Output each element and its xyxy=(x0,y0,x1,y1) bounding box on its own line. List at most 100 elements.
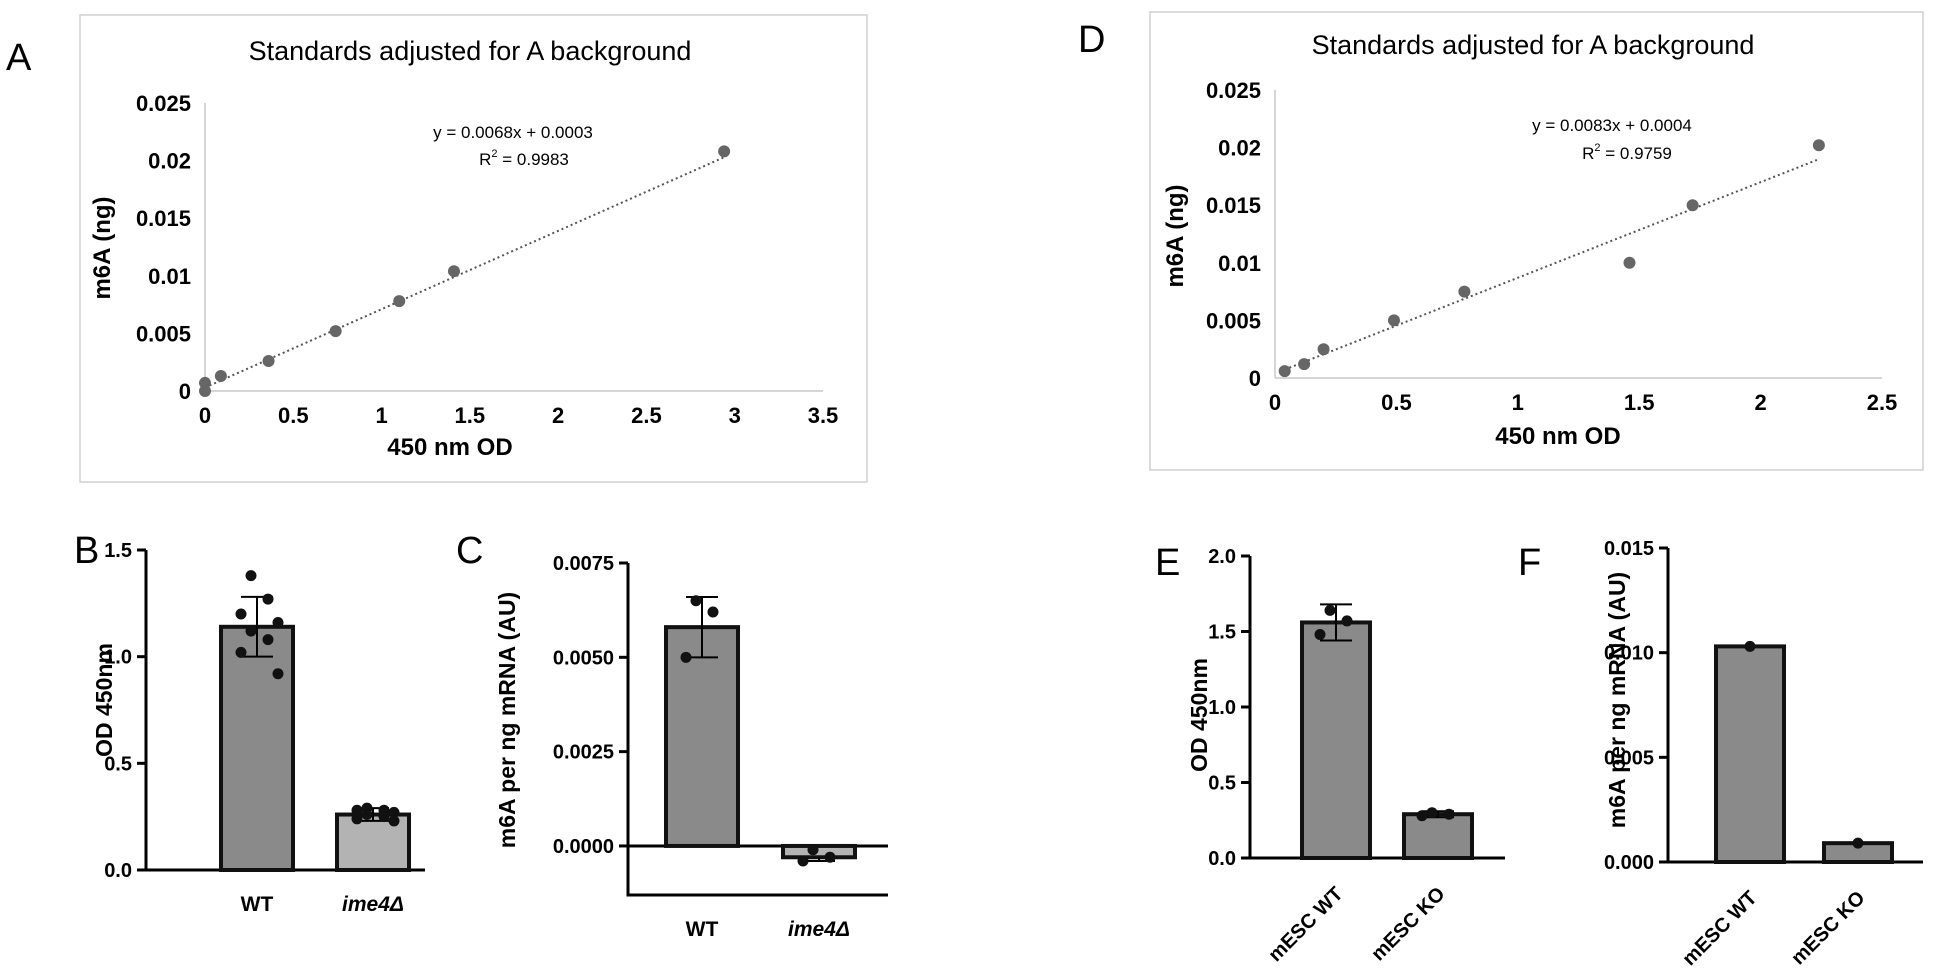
chart-c-y-tick-label: 0.0025 xyxy=(553,742,614,764)
chart-e-y-tick-label: 2.0 xyxy=(1208,546,1236,568)
chart-a-y-tick-label: 0.005 xyxy=(136,321,191,346)
chart-b-data-point xyxy=(388,806,400,818)
chart-f-m6a-per-ng: m6A per ng mRNA (AU) 0.000 0.005 0.010 0.01… xyxy=(1604,538,1923,969)
chart-e-data-point xyxy=(1443,808,1455,820)
panel-label-d: D xyxy=(1078,19,1105,61)
chart-c-category-label: ime4Δ xyxy=(788,918,850,941)
chart-a-x-tick-label: 3 xyxy=(729,403,741,428)
chart-a-y-label: m6A (ng) xyxy=(89,196,116,299)
chart-f-data-point xyxy=(1744,640,1756,652)
chart-a-x-tick-label: 0.5 xyxy=(278,403,309,428)
chart-d-data-point xyxy=(1458,285,1471,298)
chart-b-data-point xyxy=(262,634,274,646)
chart-d-x-tick-label: 1.5 xyxy=(1624,390,1655,415)
chart-a-y-tick-label: 0.02 xyxy=(148,149,191,174)
chart-b-y-tick-label: 0.5 xyxy=(104,753,132,775)
chart-c-data-point xyxy=(680,651,692,663)
chart-a-x-tick-label: 1.5 xyxy=(455,403,486,428)
chart-a-y-tick-label: 0 xyxy=(179,379,191,404)
chart-f-y-tick-label: 0.010 xyxy=(1604,643,1654,665)
chart-b-data-point xyxy=(235,608,247,620)
chart-b-data-point xyxy=(351,813,363,825)
chart-c-y-tick-label: 0.0075 xyxy=(553,553,614,575)
chart-f-y-label: m6A per ng mRNA (AU) xyxy=(1604,572,1630,828)
chart-d-y-tick-label: 0.025 xyxy=(1206,78,1261,103)
chart-e-bar xyxy=(1300,620,1372,860)
chart-f-y-tick-label: 0.000 xyxy=(1604,852,1654,874)
chart-e-y-label: OD 450nm xyxy=(1186,658,1212,772)
chart-a-data-point xyxy=(447,265,460,278)
chart-e-y-tick-label: 0.0 xyxy=(1208,848,1236,870)
chart-b-y-tick-label: 0.0 xyxy=(104,860,132,882)
chart-b-data-point xyxy=(361,809,373,821)
chart-b-data-point xyxy=(262,593,274,605)
chart-b-data-point xyxy=(388,815,400,827)
chart-c-data-point xyxy=(807,844,819,856)
chart-b-y-tick-label: 1.5 xyxy=(104,540,132,562)
chart-d-data-point xyxy=(1387,314,1400,327)
chart-b-data-point xyxy=(235,646,247,658)
chart-a-y-tick-label: 0.025 xyxy=(136,91,191,116)
chart-e-y-tick-label: 0.5 xyxy=(1208,773,1236,795)
panel-label-a: A xyxy=(6,37,32,79)
chart-d-equation: y = 0.0083x + 0.0004 xyxy=(1532,116,1692,135)
chart-f-bar xyxy=(1714,644,1786,864)
chart-a-x-tick-label: 2 xyxy=(552,403,564,428)
chart-d-data-point xyxy=(1298,358,1311,371)
chart-b-y-label: OD 450nm xyxy=(91,643,117,757)
chart-c-m6a-per-ng: m6A per ng mRNA (AU) 0.0000 0.0025 0.0050 0… xyxy=(494,553,888,941)
chart-f-y-tick-label: 0.005 xyxy=(1604,747,1654,769)
chart-f-category-label: mESC KO xyxy=(1787,887,1869,969)
chart-a-y-tick-label: 0.015 xyxy=(136,206,191,231)
chart-d-x-tick-label: 0.5 xyxy=(1381,390,1412,415)
chart-e-data-point xyxy=(1426,807,1438,819)
chart-d-data-point xyxy=(1278,365,1291,378)
chart-a-data-point xyxy=(262,355,275,368)
chart-f-data-point xyxy=(1852,837,1864,849)
chart-a-frame xyxy=(79,14,868,483)
chart-c-data-point xyxy=(797,855,809,867)
chart-f-y-tick-label: 0.015 xyxy=(1604,538,1654,560)
chart-c-y-label: m6A per ng mRNA (AU) xyxy=(494,592,520,848)
chart-c-bar xyxy=(664,625,740,848)
chart-b-bar xyxy=(335,812,411,872)
panel-label-f: F xyxy=(1518,542,1541,584)
chart-a-data-point xyxy=(214,370,227,383)
chart-a-x-label: 450 nm OD xyxy=(387,434,512,461)
chart-a-x-tick-label: 3.5 xyxy=(808,403,839,428)
chart-a-standards: Standards adjusted for A background y = … xyxy=(79,14,868,483)
chart-e-data-point xyxy=(1341,615,1353,627)
chart-b-data-point xyxy=(272,668,284,680)
chart-a-data-point xyxy=(329,325,342,338)
panel-label-b: B xyxy=(74,530,99,572)
chart-e-data-point xyxy=(1314,629,1326,641)
chart-e-y-tick-label: 1.0 xyxy=(1208,697,1236,719)
chart-c-data-point xyxy=(824,851,836,863)
chart-c-y-tick-label: 0.0050 xyxy=(553,647,614,669)
chart-d-data-point xyxy=(1623,256,1636,269)
chart-a-data-point xyxy=(393,295,406,308)
chart-a-trendline xyxy=(204,156,725,389)
chart-b-data-point xyxy=(245,570,257,582)
chart-d-x-label: 450 nm OD xyxy=(1495,423,1620,450)
chart-d-title: Standards adjusted for A background xyxy=(1312,30,1755,60)
chart-b-data-point xyxy=(245,625,257,637)
chart-d-y-tick-label: 0.015 xyxy=(1206,193,1261,218)
chart-d-data-point xyxy=(1686,199,1699,212)
chart-d-y-tick-label: 0.01 xyxy=(1218,251,1261,276)
chart-e-data-point xyxy=(1416,810,1428,822)
chart-e-category-label: mESC KO xyxy=(1367,883,1449,965)
chart-d-x-tick-label: 1 xyxy=(1512,390,1524,415)
chart-b-data-point xyxy=(351,804,363,816)
chart-f-category-label: mESC WT xyxy=(1678,887,1761,969)
chart-d-frame xyxy=(1149,11,1924,471)
chart-d-data-point xyxy=(1317,343,1330,356)
chart-b-data-point xyxy=(272,617,284,629)
chart-d-x-tick-label: 2.5 xyxy=(1867,390,1898,415)
chart-d-y-tick-label: 0.02 xyxy=(1218,136,1261,161)
chart-d-trendline xyxy=(1284,158,1820,371)
panel-label-e: E xyxy=(1155,542,1180,584)
chart-a-title: Standards adjusted for A background xyxy=(249,36,692,66)
chart-a-x-tick-label: 2.5 xyxy=(631,403,662,428)
chart-d-data-point xyxy=(1812,139,1825,152)
